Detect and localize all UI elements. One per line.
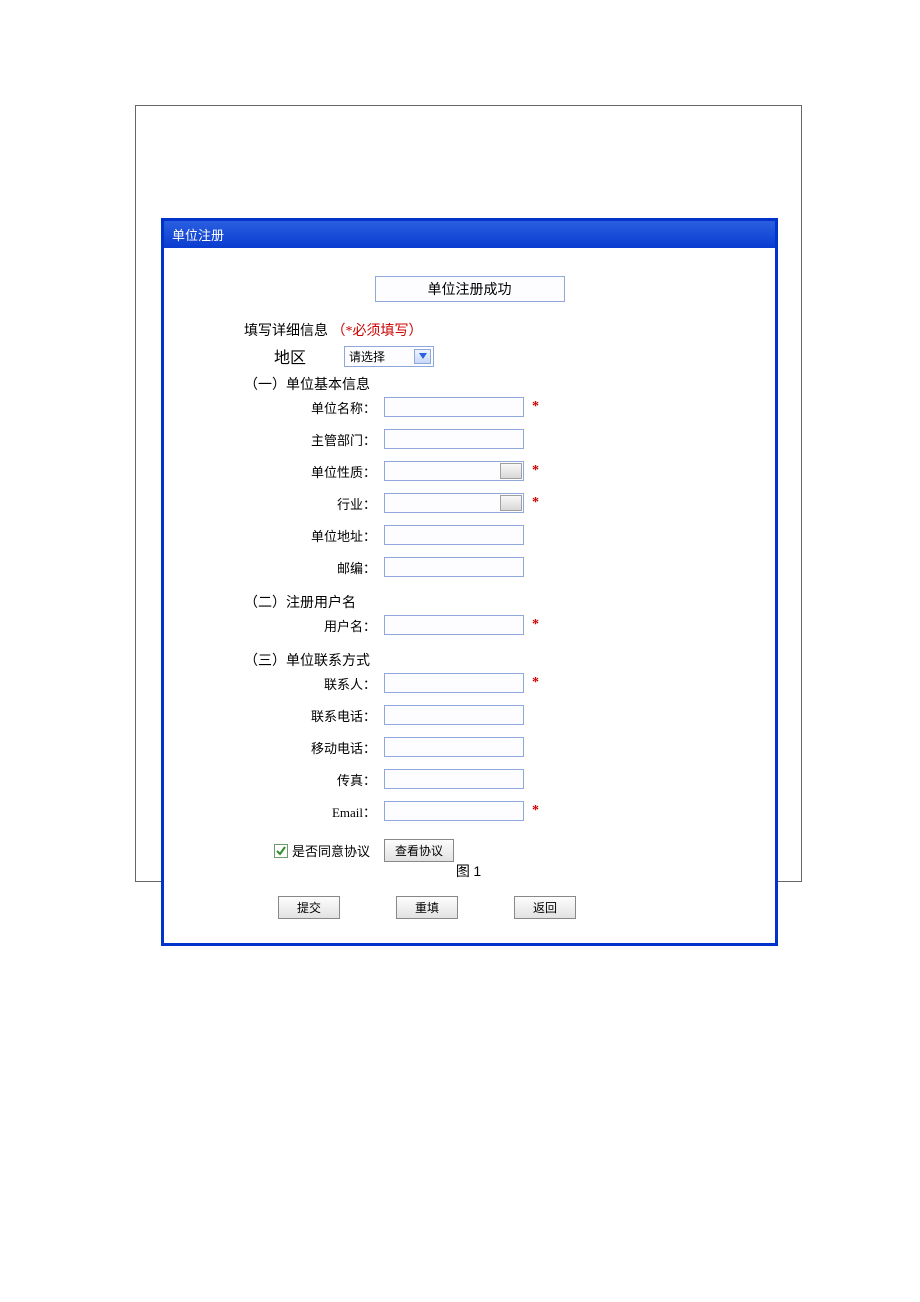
address-input[interactable] xyxy=(384,525,524,545)
panel-body: 单位注册成功 填写详细信息 （*必须填写） 地区 请选择 xyxy=(164,248,775,943)
section-3-heading: （三）单位联系方式 xyxy=(244,650,695,670)
zip-input[interactable] xyxy=(384,557,524,577)
region-row: 地区 请选择 xyxy=(244,344,695,368)
address-label: 单位地址： xyxy=(244,526,384,545)
org-type-label: 单位性质： xyxy=(244,462,384,481)
view-agreement-button[interactable]: 查看协议 xyxy=(384,839,454,862)
required-note: （*必须填写） xyxy=(332,324,423,339)
contact-row: 联系人： * xyxy=(244,673,695,693)
reset-button[interactable]: 重填 xyxy=(396,896,458,919)
detail-header-prefix: 填写详细信息 xyxy=(244,324,328,339)
back-button[interactable]: 返回 xyxy=(514,896,576,919)
success-message: 单位注册成功 xyxy=(375,276,565,302)
industry-label: 行业： xyxy=(244,494,384,513)
email-label: Email： xyxy=(244,802,384,821)
chevron-down-icon xyxy=(414,349,431,364)
address-row: 单位地址： xyxy=(244,525,695,545)
mobile-input[interactable] xyxy=(384,737,524,757)
industry-picker-button[interactable] xyxy=(500,495,522,511)
department-label: 主管部门： xyxy=(244,430,384,449)
department-row: 主管部门： xyxy=(244,429,695,449)
username-input[interactable] xyxy=(384,615,524,635)
figure-caption-number: 1 xyxy=(473,863,481,879)
phone-input[interactable] xyxy=(384,705,524,725)
phone-row: 联系电话： xyxy=(244,705,695,725)
fax-input[interactable] xyxy=(384,769,524,789)
required-asterisk: * xyxy=(532,617,539,633)
detail-header: 填写详细信息 （*必须填写） xyxy=(244,320,695,340)
section-2-heading: （二）注册用户名 xyxy=(244,592,695,612)
email-input[interactable] xyxy=(384,801,524,821)
submit-button[interactable]: 提交 xyxy=(278,896,340,919)
agreement-label: 是否同意协议 xyxy=(292,841,370,860)
required-asterisk: * xyxy=(532,463,539,479)
figure-caption-prefix: 图 xyxy=(456,865,474,880)
mobile-row: 移动电话： xyxy=(244,737,695,757)
email-row: Email： * xyxy=(244,801,695,821)
zip-row: 邮编： xyxy=(244,557,695,577)
fax-row: 传真： xyxy=(244,769,695,789)
figure-caption: 图 1 xyxy=(136,861,801,881)
contact-label: 联系人： xyxy=(244,674,384,693)
phone-label: 联系电话： xyxy=(244,706,384,725)
required-asterisk: * xyxy=(532,495,539,511)
username-row: 用户名： * xyxy=(244,615,695,635)
agreement-row: 是否同意协议 查看协议 xyxy=(244,839,695,862)
panel-titlebar: 单位注册 xyxy=(164,221,775,248)
fax-label: 传真： xyxy=(244,770,384,789)
button-row: 提交 重填 返回 xyxy=(278,896,695,919)
region-label: 地区 xyxy=(244,344,344,368)
success-text: 单位注册成功 xyxy=(428,283,512,298)
page: 单位注册 单位注册成功 填写详细信息 （*必须填写） 地区 请选择 xyxy=(0,0,920,1302)
mobile-label: 移动电话： xyxy=(244,738,384,757)
org-name-row: 单位名称： * xyxy=(244,397,695,417)
panel-title: 单位注册 xyxy=(172,228,224,243)
registration-panel: 单位注册 单位注册成功 填写详细信息 （*必须填写） 地区 请选择 xyxy=(161,218,778,946)
required-asterisk: * xyxy=(532,675,539,691)
agreement-checkbox[interactable] xyxy=(274,844,288,858)
region-selected: 请选择 xyxy=(349,348,385,365)
section-1-heading: （一）单位基本信息 xyxy=(244,374,695,394)
zip-label: 邮编： xyxy=(244,558,384,577)
contact-input[interactable] xyxy=(384,673,524,693)
department-input[interactable] xyxy=(384,429,524,449)
industry-row: 行业： * xyxy=(244,493,695,513)
region-select[interactable]: 请选择 xyxy=(344,346,434,367)
required-asterisk: * xyxy=(532,399,539,415)
org-type-picker-button[interactable] xyxy=(500,463,522,479)
page-frame: 单位注册 单位注册成功 填写详细信息 （*必须填写） 地区 请选择 xyxy=(135,105,802,882)
org-type-row: 单位性质： * xyxy=(244,461,695,481)
required-asterisk: * xyxy=(532,803,539,819)
username-label: 用户名： xyxy=(244,616,384,635)
org-name-label: 单位名称： xyxy=(244,398,384,417)
org-name-input[interactable] xyxy=(384,397,524,417)
